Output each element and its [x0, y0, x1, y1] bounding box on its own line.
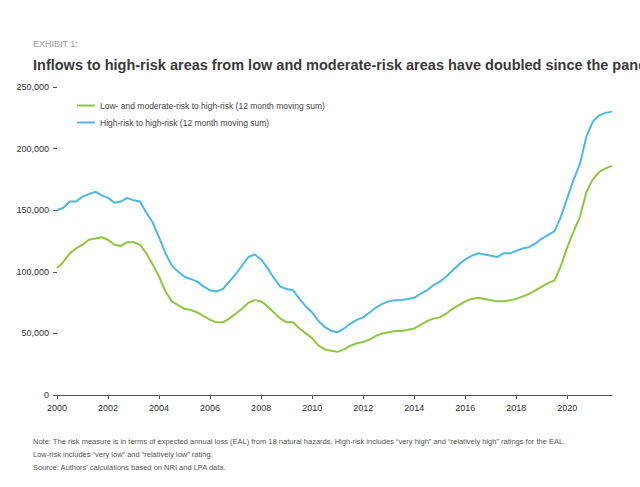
svg-text:2006: 2006 [200, 403, 220, 413]
svg-text:2002: 2002 [98, 403, 118, 413]
svg-text:2010: 2010 [302, 403, 322, 413]
svg-text:Note: The risk measure is in t: Note: The risk measure is in terms of ex… [33, 437, 565, 446]
svg-text:2008: 2008 [251, 403, 271, 413]
svg-text:2004: 2004 [149, 403, 169, 413]
svg-text:Low- and moderate-risk to high: Low- and moderate-risk to high-risk (12 … [100, 101, 325, 111]
svg-text:250,000: 250,000 [16, 82, 49, 92]
svg-text:2000: 2000 [47, 403, 67, 413]
svg-text:High-risk to high-risk (12 mon: High-risk to high-risk (12 month moving … [100, 118, 269, 128]
svg-text:100,000: 100,000 [16, 267, 49, 277]
svg-text:2020: 2020 [557, 403, 577, 413]
svg-text:150,000: 150,000 [16, 205, 49, 215]
svg-text:EXHIBIT 1:: EXHIBIT 1: [33, 39, 78, 49]
svg-text:Low-risk includes “very low” a: Low-risk includes “very low” and “relati… [33, 450, 213, 459]
svg-text:2014: 2014 [404, 403, 424, 413]
svg-text:50,000: 50,000 [21, 328, 49, 338]
svg-text:Source: Authors’ calculations: Source: Authors’ calculations based on N… [33, 463, 226, 472]
svg-text:2012: 2012 [353, 403, 373, 413]
svg-text:0: 0 [44, 390, 49, 400]
svg-text:200,000: 200,000 [16, 144, 49, 154]
svg-text:Inflows to high-risk areas fro: Inflows to high-risk areas from low and … [33, 57, 640, 73]
svg-text:2016: 2016 [455, 403, 475, 413]
svg-text:2018: 2018 [506, 403, 526, 413]
